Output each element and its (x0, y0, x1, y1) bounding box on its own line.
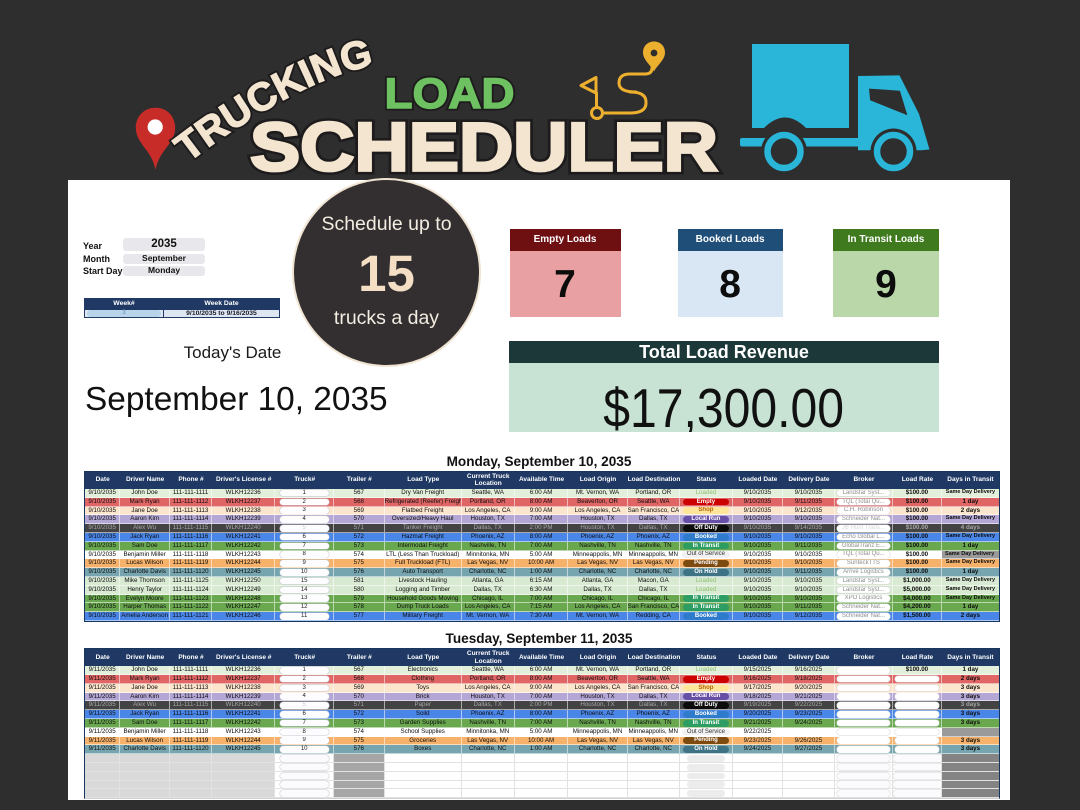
svg-text:SCHEDULER: SCHEDULER (250, 109, 718, 181)
svg-text:LOAD: LOAD (385, 70, 515, 118)
svg-text:LOAD: LOAD (385, 70, 515, 118)
svg-text:SCHEDULER: SCHEDULER (250, 109, 718, 181)
